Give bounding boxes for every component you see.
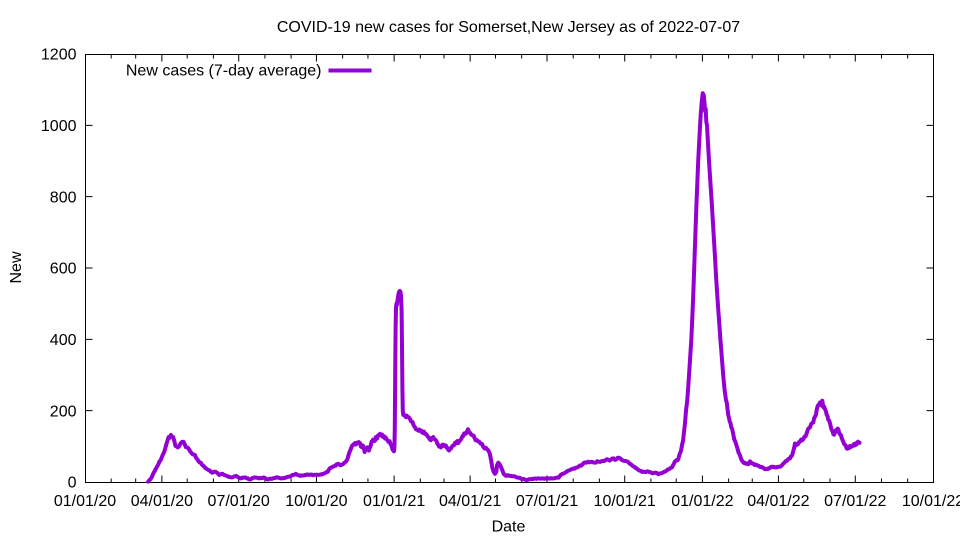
svg-text:400: 400	[50, 332, 77, 349]
svg-text:07/01/21: 07/01/21	[516, 493, 578, 510]
svg-text:04/01/21: 04/01/21	[439, 493, 501, 510]
svg-text:Date: Date	[492, 519, 526, 536]
svg-text:10/01/22: 10/01/22	[902, 493, 960, 510]
svg-text:10/01/20: 10/01/20	[285, 493, 347, 510]
svg-text:04/01/22: 04/01/22	[747, 493, 809, 510]
svg-text:01/01/20: 01/01/20	[54, 493, 116, 510]
svg-text:10/01/21: 10/01/21	[594, 493, 656, 510]
svg-text:01/01/22: 01/01/22	[671, 493, 733, 510]
svg-text:New: New	[8, 251, 25, 283]
svg-text:04/01/20: 04/01/20	[131, 493, 193, 510]
svg-text:07/01/20: 07/01/20	[208, 493, 270, 510]
svg-text:COVID-19 new cases for Somerse: COVID-19 new cases for Somerset,New Jers…	[277, 19, 740, 36]
svg-text:07/01/22: 07/01/22	[824, 493, 886, 510]
svg-text:1200: 1200	[41, 47, 77, 64]
svg-text:200: 200	[50, 403, 77, 420]
svg-text:1000: 1000	[41, 118, 77, 135]
svg-text:800: 800	[50, 189, 77, 206]
svg-text:600: 600	[50, 261, 77, 278]
svg-text:0: 0	[68, 475, 77, 492]
svg-text:New cases (7-day average): New cases (7-day average)	[126, 63, 322, 80]
svg-text:01/01/21: 01/01/21	[363, 493, 425, 510]
